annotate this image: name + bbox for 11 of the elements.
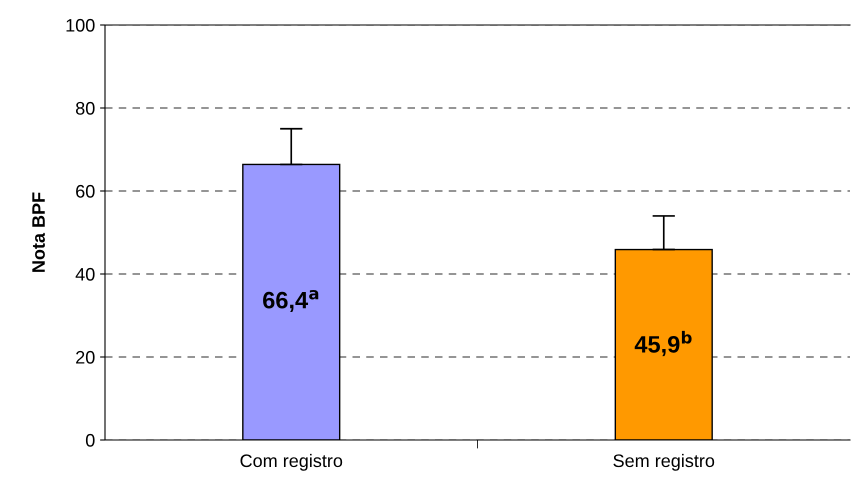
y-tick-label: 0 (86, 434, 95, 447)
x-tick-label: Com registro (240, 454, 342, 471)
y-tick-label: 40 (76, 268, 95, 281)
y-tick-label: 20 (76, 350, 95, 364)
data-label: 45,9$^{b}$ (634, 330, 692, 356)
x-tick-label: Sem registro (613, 454, 714, 471)
y-tick-label: 60 (76, 184, 95, 198)
y-axis-title: Nota BPF (32, 192, 45, 272)
y-tick-label: 80 (76, 102, 95, 115)
data-label: 66,4$^{a}$ (263, 290, 318, 312)
y-tick-label: 100 (66, 18, 95, 32)
